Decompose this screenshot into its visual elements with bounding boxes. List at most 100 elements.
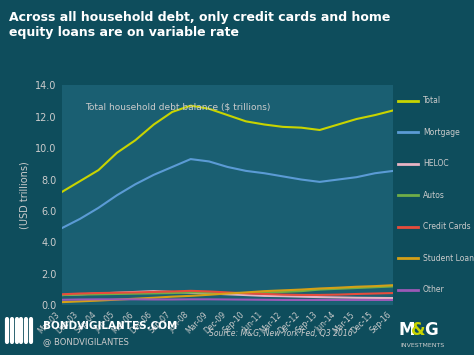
Credit Cards — [77, 291, 83, 296]
Autos — [335, 287, 341, 291]
Mortgage — [169, 165, 175, 169]
Line: Total: Total — [62, 106, 393, 192]
Total — [96, 168, 101, 172]
Credit Cards — [262, 292, 267, 296]
Autos — [317, 288, 322, 292]
Mortgage — [372, 171, 378, 175]
Other — [280, 298, 286, 302]
HELOC — [188, 291, 193, 295]
Other — [96, 297, 101, 301]
Autos — [299, 289, 304, 293]
Other — [206, 297, 212, 301]
Autos — [280, 290, 286, 294]
Line: Credit Cards: Credit Cards — [62, 291, 393, 295]
Credit Cards — [317, 293, 322, 297]
Mortgage — [59, 226, 64, 230]
Text: Other: Other — [423, 285, 445, 294]
Total — [262, 122, 267, 127]
Autos — [114, 292, 120, 296]
Credit Cards — [372, 291, 378, 296]
Other — [372, 298, 378, 302]
Mortgage — [225, 165, 230, 169]
Mortgage — [335, 178, 341, 182]
Autos — [354, 286, 359, 290]
HELOC — [96, 291, 101, 296]
Autos — [77, 293, 83, 297]
Credit Cards — [243, 291, 249, 295]
Mortgage — [243, 169, 249, 173]
Other — [243, 297, 249, 302]
Text: Across all household debt, only credit cards and home
equity loans are on variab: Across all household debt, only credit c… — [9, 11, 391, 39]
Other — [151, 297, 156, 302]
Credit Cards — [96, 291, 101, 295]
HELOC — [335, 295, 341, 300]
Other — [169, 297, 175, 302]
Text: G: G — [424, 321, 438, 339]
Autos — [391, 284, 396, 289]
Total — [225, 113, 230, 117]
HELOC — [262, 294, 267, 298]
Student Loans — [335, 285, 341, 290]
HELOC — [299, 295, 304, 299]
HELOC — [317, 295, 322, 299]
Text: BONDVIGILANTES.COM: BONDVIGILANTES.COM — [43, 321, 177, 331]
Mortgage — [114, 193, 120, 197]
Other — [391, 298, 396, 302]
Autos — [206, 291, 212, 295]
Autos — [243, 291, 249, 295]
HELOC — [372, 296, 378, 300]
Autos — [59, 293, 64, 297]
Credit Cards — [391, 291, 396, 295]
Other — [335, 298, 341, 302]
HELOC — [133, 290, 138, 294]
Student Loans — [133, 296, 138, 301]
Credit Cards — [133, 290, 138, 295]
Credit Cards — [335, 293, 341, 297]
Autos — [372, 285, 378, 289]
Other — [59, 297, 64, 302]
Total — [206, 106, 212, 111]
HELOC — [243, 293, 249, 297]
Mortgage — [262, 171, 267, 175]
Credit Cards — [114, 291, 120, 295]
Y-axis label: (USD trillions): (USD trillions) — [20, 162, 30, 229]
Other — [299, 298, 304, 302]
Student Loans — [96, 299, 101, 303]
Text: Total household debt balance ($ trillions): Total household debt balance ($ trillion… — [85, 103, 271, 112]
Student Loans — [188, 294, 193, 298]
HELOC — [77, 292, 83, 296]
Text: &: & — [411, 321, 426, 339]
Student Loans — [151, 296, 156, 300]
Autos — [169, 291, 175, 295]
Student Loans — [206, 293, 212, 297]
Line: Student Loans: Student Loans — [62, 285, 393, 302]
Credit Cards — [151, 290, 156, 294]
HELOC — [280, 294, 286, 298]
Autos — [262, 291, 267, 295]
Total — [299, 126, 304, 130]
HELOC — [354, 296, 359, 300]
Student Loans — [114, 297, 120, 302]
Other — [354, 298, 359, 302]
Credit Cards — [59, 292, 64, 296]
Student Loans — [372, 284, 378, 288]
Mortgage — [77, 217, 83, 221]
Text: Student Loans: Student Loans — [423, 253, 474, 263]
Total — [114, 151, 120, 155]
Student Loans — [354, 285, 359, 289]
Total — [133, 138, 138, 142]
Other — [114, 297, 120, 301]
Other — [133, 297, 138, 301]
Autos — [188, 290, 193, 295]
Text: Autos: Autos — [423, 191, 445, 200]
Mortgage — [391, 169, 396, 173]
Student Loans — [391, 283, 396, 287]
Total — [188, 104, 193, 108]
HELOC — [225, 292, 230, 296]
Student Loans — [262, 289, 267, 293]
Student Loans — [299, 288, 304, 292]
Credit Cards — [206, 289, 212, 294]
Other — [225, 297, 230, 302]
Autos — [133, 291, 138, 296]
HELOC — [206, 291, 212, 296]
